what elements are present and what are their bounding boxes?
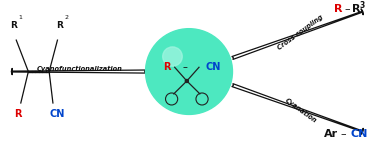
Ellipse shape — [146, 29, 232, 114]
Text: –: – — [344, 4, 350, 14]
Text: R: R — [10, 21, 17, 30]
Text: R: R — [334, 4, 342, 14]
Text: Cyanation: Cyanation — [284, 97, 318, 124]
Ellipse shape — [163, 47, 182, 66]
Text: R: R — [56, 21, 63, 30]
Text: Ar: Ar — [324, 129, 338, 139]
Text: 3: 3 — [359, 1, 365, 10]
Text: CN: CN — [205, 62, 221, 72]
Text: R: R — [14, 109, 22, 119]
Text: R: R — [352, 4, 361, 14]
Ellipse shape — [185, 80, 188, 83]
Text: Cross coupling: Cross coupling — [277, 14, 324, 51]
Text: –: – — [341, 129, 346, 139]
Text: 1: 1 — [18, 15, 22, 20]
Text: CN: CN — [49, 109, 64, 119]
Text: R: R — [163, 62, 170, 72]
Text: Cyanofunctionalization: Cyanofunctionalization — [36, 66, 122, 73]
Text: –: – — [182, 62, 187, 72]
Text: 2: 2 — [65, 15, 68, 20]
Text: CN: CN — [350, 129, 368, 139]
